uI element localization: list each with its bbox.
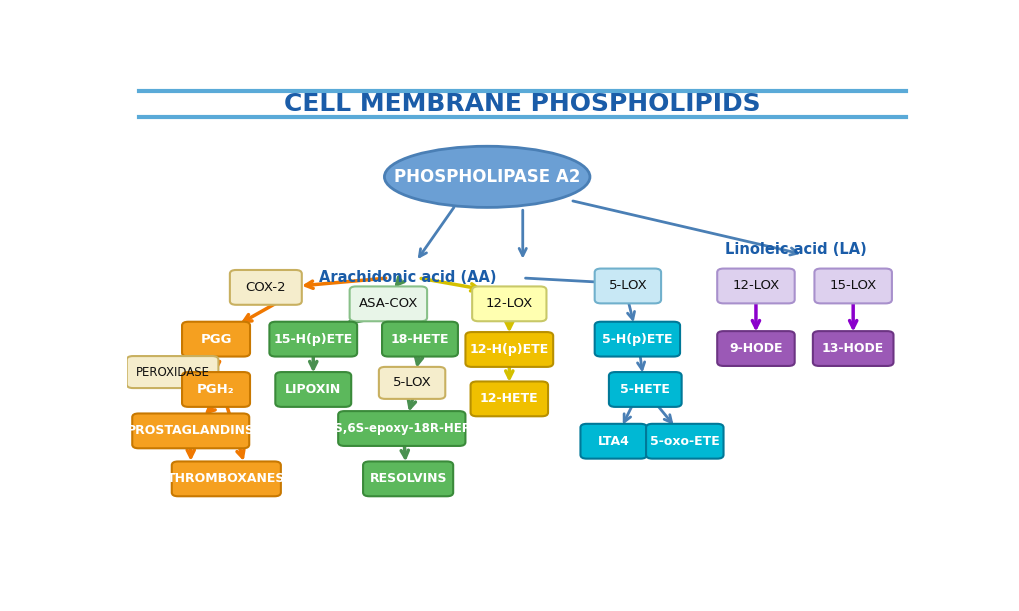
Text: 12-LOX: 12-LOX (485, 298, 532, 310)
FancyBboxPatch shape (465, 332, 552, 367)
Text: 15-H(p)ETE: 15-H(p)ETE (273, 332, 353, 346)
FancyBboxPatch shape (716, 331, 794, 366)
FancyBboxPatch shape (813, 269, 891, 304)
Text: THROMBOXANES: THROMBOXANES (167, 472, 285, 485)
Text: COX-2: COX-2 (246, 281, 286, 294)
Text: PROSTAGLANDINS: PROSTAGLANDINS (126, 425, 255, 437)
FancyBboxPatch shape (181, 372, 250, 407)
Text: LTA4: LTA4 (597, 435, 629, 448)
FancyBboxPatch shape (472, 287, 546, 321)
FancyBboxPatch shape (171, 461, 280, 496)
FancyBboxPatch shape (378, 367, 445, 399)
FancyBboxPatch shape (594, 322, 680, 357)
FancyBboxPatch shape (645, 424, 722, 459)
Text: ASA-COX: ASA-COX (359, 298, 418, 310)
Text: 12-H(p)ETE: 12-H(p)ETE (469, 343, 548, 356)
FancyBboxPatch shape (716, 269, 794, 304)
FancyBboxPatch shape (275, 372, 351, 407)
FancyBboxPatch shape (269, 322, 357, 357)
Text: LIPOXIN: LIPOXIN (285, 383, 341, 396)
FancyBboxPatch shape (181, 322, 250, 357)
Text: 12-LOX: 12-LOX (732, 279, 779, 293)
Text: 15-LOX: 15-LOX (828, 279, 876, 293)
FancyBboxPatch shape (338, 411, 465, 446)
Text: 5-LOX: 5-LOX (608, 279, 647, 293)
Ellipse shape (384, 146, 589, 207)
FancyBboxPatch shape (126, 356, 218, 388)
Text: 13-HODE: 13-HODE (821, 342, 883, 355)
FancyBboxPatch shape (594, 269, 660, 304)
Text: 5-HETE: 5-HETE (620, 383, 669, 396)
Text: 18-HETE: 18-HETE (390, 332, 448, 346)
Text: Arachidonic acid (AA): Arachidonic acid (AA) (319, 271, 496, 285)
Text: Linoleic acid (LA): Linoleic acid (LA) (723, 242, 865, 257)
Text: 5-H(p)ETE: 5-H(p)ETE (601, 332, 672, 346)
FancyBboxPatch shape (363, 461, 452, 496)
Text: RESOLVINS: RESOLVINS (369, 472, 446, 485)
FancyBboxPatch shape (580, 424, 646, 459)
FancyBboxPatch shape (229, 270, 302, 305)
FancyBboxPatch shape (382, 322, 458, 357)
Text: PEROXIDASE: PEROXIDASE (136, 365, 209, 379)
FancyBboxPatch shape (350, 287, 427, 321)
Text: 5S,6S-epoxy-18R-HEPE: 5S,6S-epoxy-18R-HEPE (325, 422, 478, 435)
Text: 5-oxo-ETE: 5-oxo-ETE (649, 435, 719, 448)
FancyBboxPatch shape (812, 331, 893, 366)
FancyBboxPatch shape (470, 381, 547, 416)
Text: 5-LOX: 5-LOX (392, 376, 431, 389)
Text: PGH₂: PGH₂ (197, 383, 234, 396)
Text: CELL MEMBRANE PHOSPHOLIPIDS: CELL MEMBRANE PHOSPHOLIPIDS (284, 92, 760, 116)
Text: PGG: PGG (200, 332, 231, 346)
FancyBboxPatch shape (132, 414, 249, 448)
FancyBboxPatch shape (608, 372, 681, 407)
Text: 9-HODE: 9-HODE (729, 342, 782, 355)
Text: PHOSPHOLIPASE A2: PHOSPHOLIPASE A2 (393, 168, 580, 186)
Text: 12-HETE: 12-HETE (480, 392, 538, 405)
